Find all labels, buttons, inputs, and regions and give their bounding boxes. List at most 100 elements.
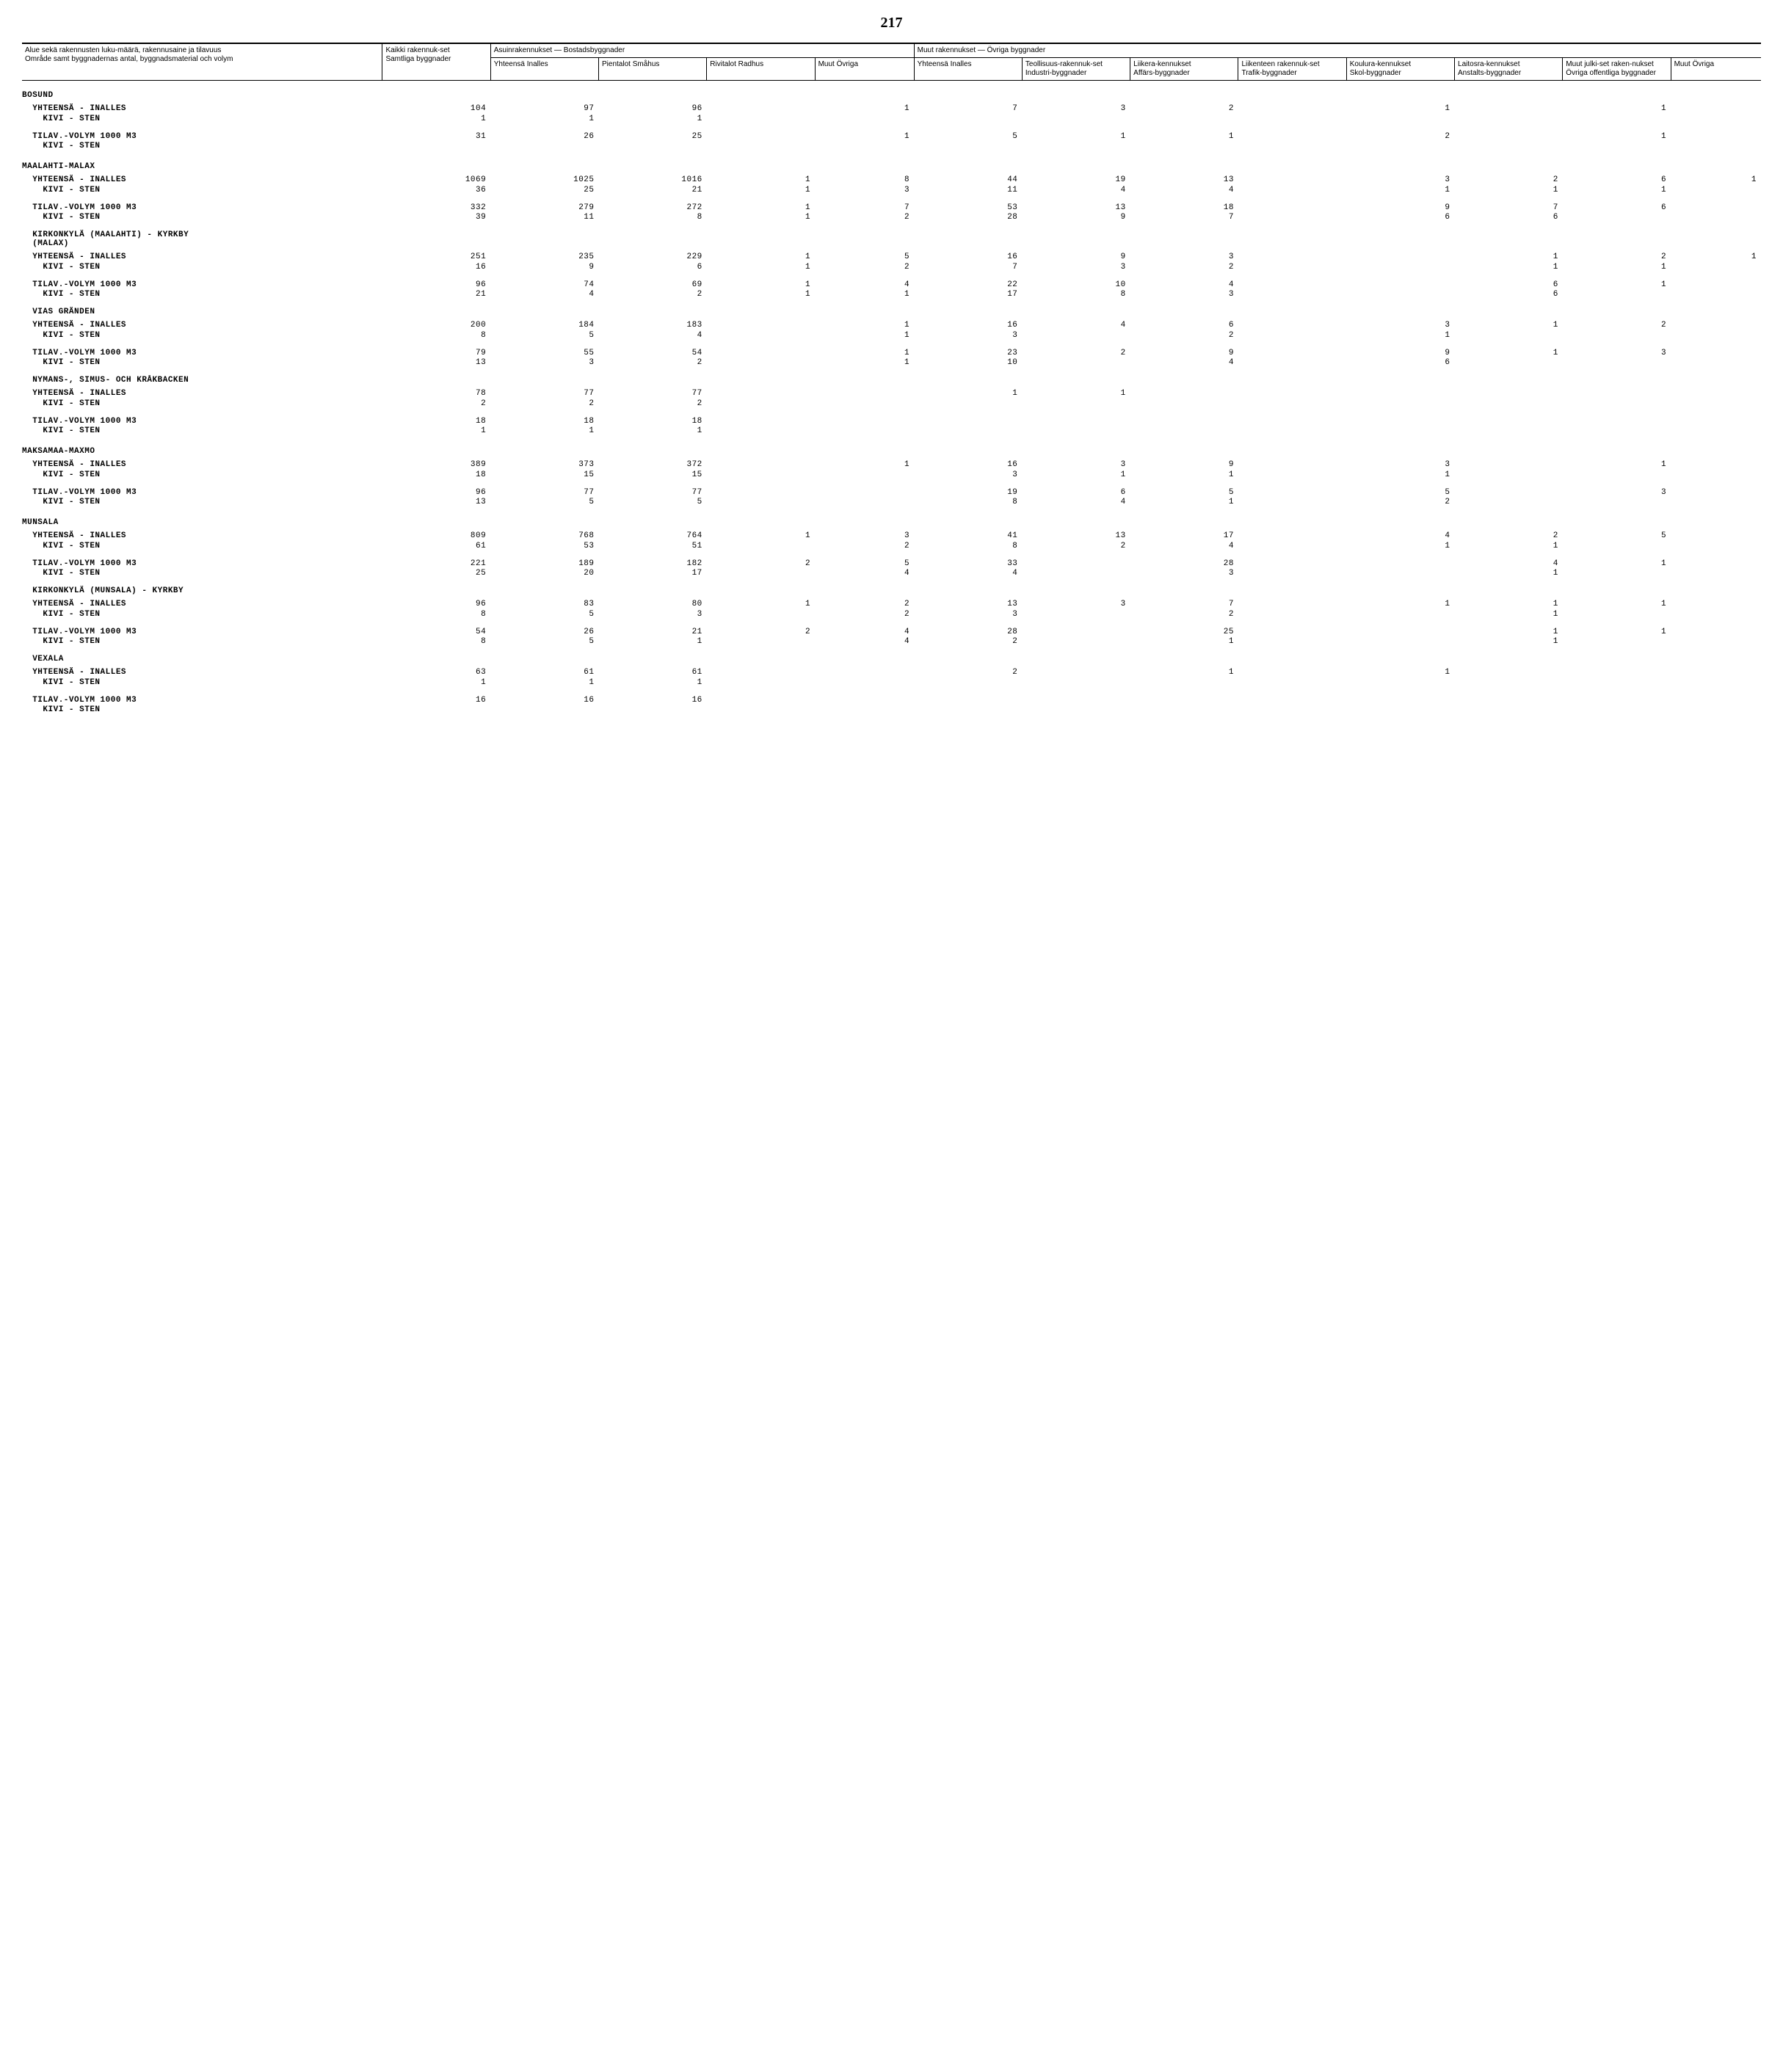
cell: 96 — [382, 280, 490, 291]
cell: 4 — [1022, 498, 1130, 508]
cell: 1 — [707, 175, 815, 186]
cell: 1 — [1346, 470, 1454, 481]
cell: 1 — [815, 349, 914, 359]
cell — [914, 399, 1022, 410]
cell: 54 — [599, 349, 707, 359]
cell — [490, 142, 598, 152]
cell: 2 — [1455, 531, 1563, 542]
cell: 2 — [1563, 321, 1671, 331]
cell — [707, 542, 815, 552]
cell — [914, 114, 1022, 125]
cell: 6 — [1130, 321, 1238, 331]
cell: 7 — [1130, 600, 1238, 610]
cell: 2 — [1022, 542, 1130, 552]
cell: 2 — [490, 399, 598, 410]
cell — [382, 705, 490, 716]
cell — [707, 668, 815, 678]
row-label: TILAV.-VOLYM 1000 M3 — [22, 559, 382, 570]
cell: 96 — [599, 104, 707, 114]
cell — [1455, 417, 1563, 427]
cell: 1 — [1455, 186, 1563, 196]
cell: 1 — [490, 114, 598, 125]
cell: 251 — [382, 252, 490, 263]
cell: 1 — [1563, 104, 1671, 114]
cell — [1238, 600, 1346, 610]
cell: 7 — [914, 104, 1022, 114]
cell — [1130, 696, 1238, 706]
cell: 200 — [382, 321, 490, 331]
cell: 1 — [1563, 559, 1671, 570]
cell — [1671, 705, 1761, 716]
cell: 1 — [1130, 498, 1238, 508]
cell: 2 — [815, 600, 914, 610]
cell — [1238, 488, 1346, 498]
cell — [1238, 610, 1346, 620]
cell — [1455, 426, 1563, 437]
section-title: MAALAHTI-MALAX — [22, 152, 1761, 175]
cell — [914, 426, 1022, 437]
cell — [1455, 460, 1563, 470]
cell: 1 — [1455, 349, 1563, 359]
cell — [1346, 263, 1454, 273]
cell: 1 — [382, 426, 490, 437]
cell — [1671, 389, 1761, 399]
cell — [815, 399, 914, 410]
cell: 2 — [1130, 610, 1238, 620]
cell — [1238, 142, 1346, 152]
cell — [1455, 678, 1563, 688]
cell: 17 — [914, 290, 1022, 300]
cell — [1238, 280, 1346, 291]
cell: 4 — [914, 569, 1022, 579]
cell: 4 — [1346, 531, 1454, 542]
cell — [815, 417, 914, 427]
cell: 1 — [914, 389, 1022, 399]
cell — [914, 678, 1022, 688]
cell: 1 — [1022, 132, 1130, 142]
row-label: KIVI - STEN — [22, 142, 382, 152]
cell — [1022, 696, 1130, 706]
cell: 1 — [1455, 542, 1563, 552]
cell — [1022, 399, 1130, 410]
cell: 1069 — [382, 175, 490, 186]
cell: 21 — [382, 290, 490, 300]
cell: 2 — [382, 399, 490, 410]
cell: 80 — [599, 600, 707, 610]
cell: 3 — [914, 470, 1022, 481]
cell — [1671, 114, 1761, 125]
cell: 74 — [490, 280, 598, 291]
hdr-oth-ind: Teollisuus-rakennuk-set Industri-byggnad… — [1022, 58, 1130, 81]
cell — [1671, 399, 1761, 410]
cell: 83 — [490, 600, 598, 610]
cell — [914, 417, 1022, 427]
cell: 3 — [1022, 460, 1130, 470]
cell: 2 — [914, 668, 1022, 678]
cell — [1671, 132, 1761, 142]
cell: 389 — [382, 460, 490, 470]
cell: 63 — [382, 668, 490, 678]
cell — [1346, 280, 1454, 291]
cell — [1563, 426, 1671, 437]
cell: 2 — [815, 542, 914, 552]
cell: 1 — [1455, 610, 1563, 620]
cell: 1 — [1563, 263, 1671, 273]
row-label: YHTEENSÄ - INALLES — [22, 252, 382, 263]
cell — [1238, 203, 1346, 214]
cell: 6 — [1455, 213, 1563, 223]
cell: 1 — [490, 678, 598, 688]
hdr-oth-total: Yhteensä Inalles — [914, 58, 1022, 81]
cell — [815, 668, 914, 678]
cell: 8 — [382, 610, 490, 620]
cell — [599, 142, 707, 152]
cell: 6 — [1346, 213, 1454, 223]
cell — [815, 488, 914, 498]
cell: 15 — [490, 470, 598, 481]
row-label: KIVI - STEN — [22, 542, 382, 552]
cell — [1238, 389, 1346, 399]
cell — [1563, 668, 1671, 678]
row-label: YHTEENSÄ - INALLES — [22, 389, 382, 399]
cell: 13 — [1022, 531, 1130, 542]
cell: 51 — [599, 542, 707, 552]
cell: 1 — [815, 290, 914, 300]
cell — [1563, 705, 1671, 716]
cell: 25 — [490, 186, 598, 196]
